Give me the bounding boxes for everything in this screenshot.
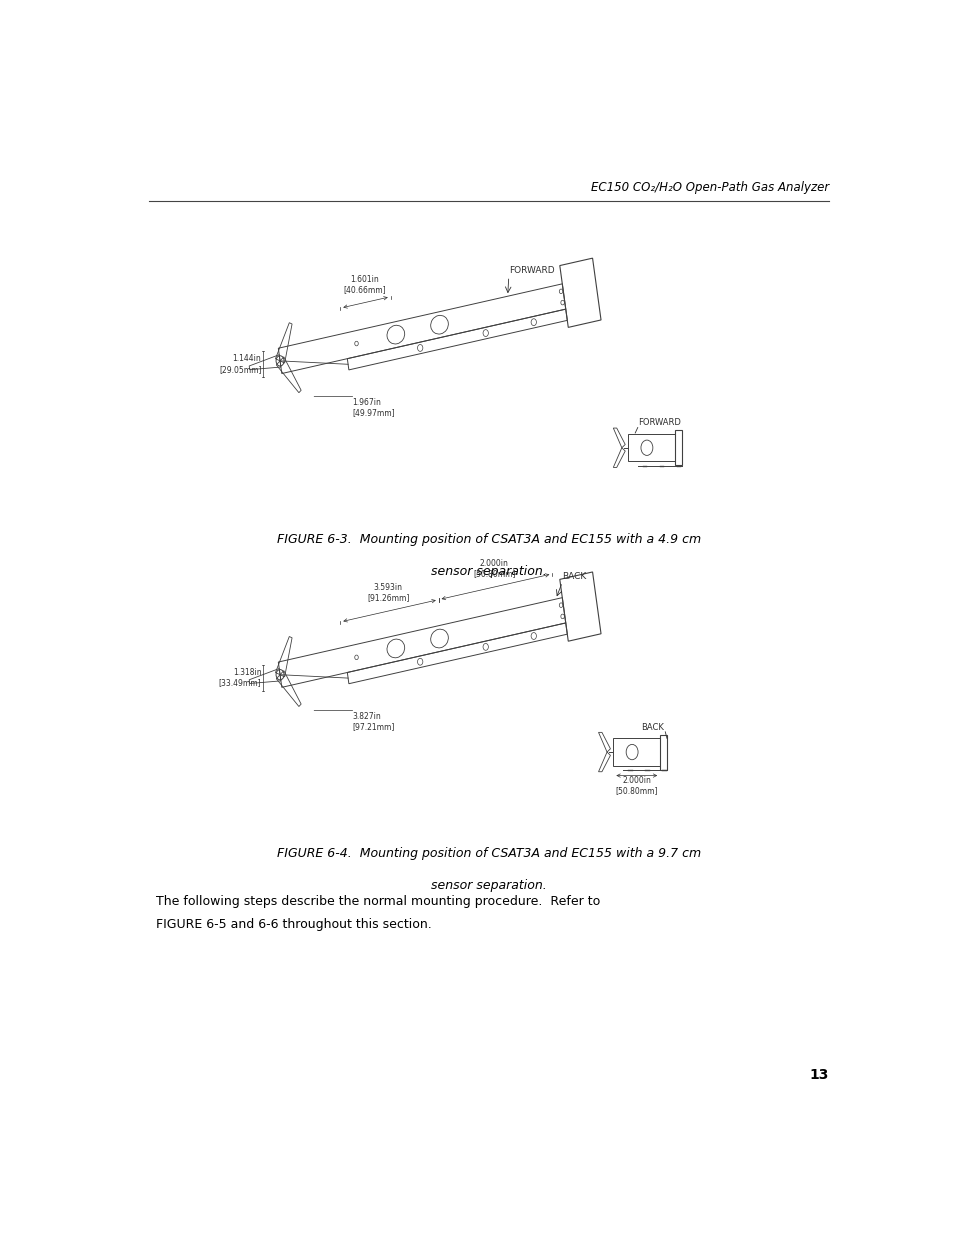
Text: BACK: BACK [640,722,663,731]
Text: sensor separation.: sensor separation. [431,564,546,578]
Text: EC150 CO₂/H₂O Open-Path Gas Analyzer: EC150 CO₂/H₂O Open-Path Gas Analyzer [590,180,828,194]
Text: FIGURE 6-5 and 6-6 throughout this section.: FIGURE 6-5 and 6-6 throughout this secti… [156,919,432,931]
Text: 13: 13 [809,1068,828,1082]
Bar [613,739,659,766]
Text: FIGURE 6-3.  Mounting position of CSAT3A and EC155 with a 4.9 cm: FIGURE 6-3. Mounting position of CSAT3A … [276,534,700,546]
Text: FORWARD: FORWARD [508,267,554,275]
Text: 2.000in
[50.80mm]: 2.000in [50.80mm] [615,776,658,795]
Text: BACK: BACK [562,572,586,582]
Bar [675,430,681,466]
Text: 3.827in
[97.21mm]: 3.827in [97.21mm] [353,711,395,731]
Text: 1.601in
[40.66mm]: 1.601in [40.66mm] [343,274,385,294]
Text: 1.144in
[29.05mm]: 1.144in [29.05mm] [218,354,261,374]
Text: The following steps describe the normal mounting procedure.  Refer to: The following steps describe the normal … [156,894,599,908]
Text: FORWARD: FORWARD [638,419,680,427]
Text: 3.593in
[91.26mm]: 3.593in [91.26mm] [367,583,409,603]
Text: 2.000in
[50.80mm]: 2.000in [50.80mm] [473,559,515,578]
Text: 1.967in
[49.97mm]: 1.967in [49.97mm] [353,398,395,417]
Text: sensor separation.: sensor separation. [431,878,546,892]
Bar [659,735,666,769]
Text: 1.318in
[33.49mm]: 1.318in [33.49mm] [218,668,261,688]
Text: FIGURE 6-4.  Mounting position of CSAT3A and EC155 with a 9.7 cm: FIGURE 6-4. Mounting position of CSAT3A … [276,847,700,860]
Bar [627,433,675,462]
